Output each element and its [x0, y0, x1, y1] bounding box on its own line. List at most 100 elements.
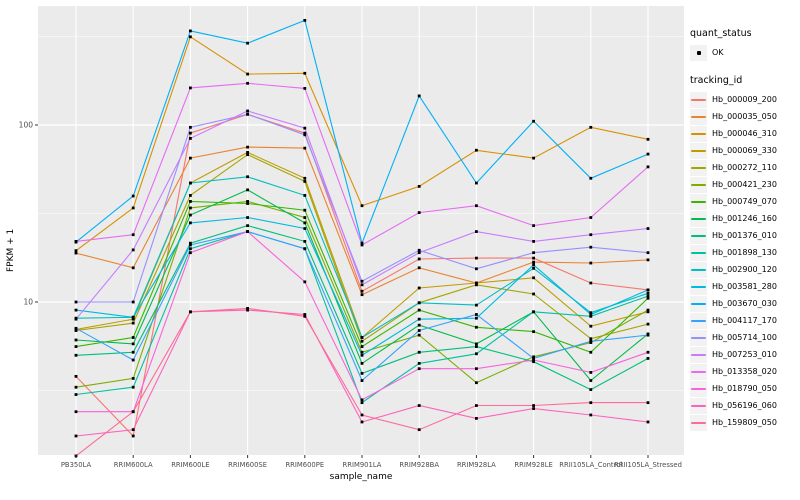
data-point — [189, 86, 192, 90]
data-point — [74, 338, 78, 342]
data-point — [646, 333, 650, 337]
data-point — [303, 221, 307, 225]
data-point — [532, 292, 535, 296]
series-color-line-icon — [691, 166, 706, 169]
data-point — [646, 227, 650, 230]
data-point — [532, 276, 535, 280]
legend-label: Hb_007253_010 — [712, 350, 777, 359]
data-point — [417, 266, 421, 270]
data-point — [646, 308, 650, 312]
line-key-icon — [690, 380, 707, 397]
data-point — [532, 357, 535, 360]
data-point — [475, 281, 478, 285]
data-point — [303, 71, 307, 75]
data-point — [246, 307, 249, 310]
data-point — [360, 398, 364, 402]
legend-item-Hb_007253_010: Hb_007253_010 — [690, 346, 798, 363]
data-point — [417, 323, 421, 327]
data-point — [532, 256, 535, 260]
data-point — [532, 355, 535, 359]
data-point — [532, 407, 535, 410]
data-point — [246, 200, 249, 203]
data-point — [475, 267, 478, 271]
data-point — [131, 410, 135, 414]
data-point — [417, 308, 421, 312]
data-point — [131, 350, 135, 354]
x-tick-label: RRIM600LE — [171, 461, 209, 469]
data-point — [246, 72, 249, 76]
data-point — [417, 211, 421, 214]
data-point — [303, 313, 307, 316]
data-point — [646, 258, 650, 262]
data-point — [475, 181, 478, 185]
data-point — [360, 345, 364, 348]
data-point — [646, 420, 650, 424]
data-point — [131, 317, 135, 321]
data-point — [646, 350, 650, 354]
data-point — [589, 176, 593, 180]
data-point — [417, 257, 421, 261]
data-point — [646, 251, 650, 255]
data-point — [131, 194, 135, 198]
data-point — [246, 224, 249, 228]
data-point — [417, 286, 421, 290]
data-point — [189, 131, 192, 135]
line-key-icon — [690, 295, 707, 312]
legend-label: Hb_000009_200 — [712, 95, 777, 104]
x-tick-label: RRII105LA_Stressed — [614, 461, 682, 469]
legend: quant_status OK tracking_id Hb_000009_20… — [690, 28, 798, 431]
x-tick-label: RRII105LA_Control — [559, 461, 622, 469]
series-color-line-icon — [691, 336, 706, 339]
x-tick-label: PB350LA — [61, 461, 92, 469]
data-point — [74, 434, 78, 438]
legend-label: Hb_018790_050 — [712, 384, 777, 393]
data-point — [131, 358, 135, 362]
legend-label: Hb_005714_100 — [712, 333, 777, 342]
line-key-icon — [690, 108, 707, 125]
data-point — [646, 288, 650, 292]
data-point — [646, 294, 650, 298]
legend-label: Hb_001898_130 — [712, 248, 777, 257]
data-point — [74, 249, 78, 253]
data-point — [475, 316, 478, 320]
legend-label: Hb_056196_060 — [712, 401, 777, 410]
legend-item-ok: OK — [690, 44, 798, 61]
legend-label-ok: OK — [712, 48, 724, 57]
data-point — [303, 18, 307, 22]
data-point — [646, 322, 650, 326]
data-point — [189, 243, 192, 247]
data-point — [589, 339, 593, 343]
data-point — [360, 293, 364, 297]
x-tick-label: RRIM901LA — [343, 461, 382, 469]
data-point — [74, 326, 78, 330]
x-tick-label: RRIM600SE — [228, 461, 267, 469]
line-key-icon — [690, 159, 707, 176]
data-point — [131, 300, 135, 304]
data-point — [589, 413, 593, 417]
x-tick-label: RRIM600LA — [114, 461, 153, 469]
data-point — [74, 317, 78, 321]
data-point — [189, 310, 192, 314]
data-point — [589, 313, 593, 316]
legend-item-Hb_000069_330: Hb_000069_330 — [690, 142, 798, 159]
data-point — [246, 145, 249, 149]
data-point — [360, 361, 364, 365]
data-point — [303, 239, 307, 243]
legend-item-Hb_001376_010: Hb_001376_010 — [690, 227, 798, 244]
data-point — [532, 239, 535, 243]
legend-label: Hb_003581_280 — [712, 282, 777, 291]
data-point — [74, 374, 78, 378]
data-point — [417, 248, 421, 252]
data-point — [131, 336, 135, 339]
data-point — [646, 310, 650, 314]
data-point — [360, 279, 364, 283]
x-tick-label: RRIM928LA — [457, 461, 496, 469]
data-point — [303, 247, 307, 251]
legend-item-Hb_001246_160: Hb_001246_160 — [690, 210, 798, 227]
data-point — [589, 350, 593, 354]
series-color-line-icon — [691, 404, 706, 407]
data-point — [131, 321, 135, 325]
data-point — [131, 248, 135, 252]
series-color-line-icon — [691, 183, 706, 186]
data-point — [74, 300, 78, 304]
